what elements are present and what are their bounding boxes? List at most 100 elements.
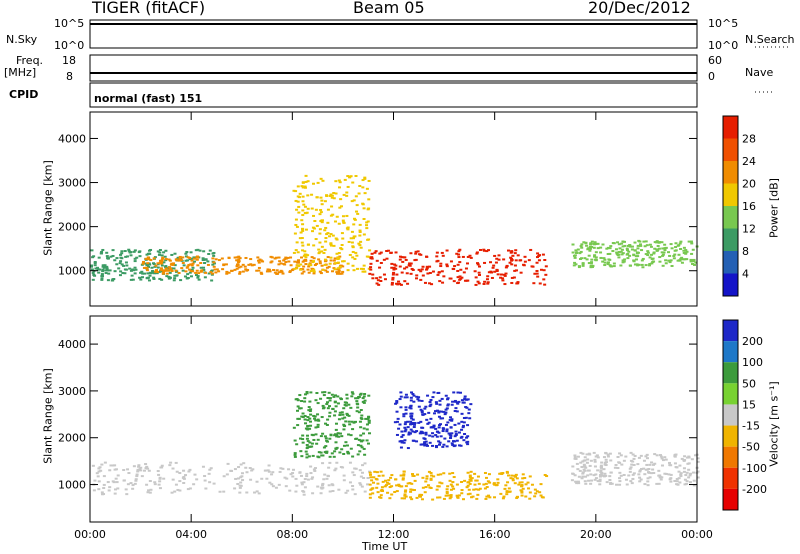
data-cell bbox=[368, 471, 372, 474]
data-cell bbox=[300, 219, 304, 222]
data-cell bbox=[604, 451, 608, 454]
data-cell bbox=[204, 271, 208, 274]
data-cell bbox=[128, 267, 132, 270]
data-cell bbox=[148, 491, 152, 494]
data-cell bbox=[336, 256, 340, 259]
data-cell bbox=[409, 399, 413, 402]
data-cell bbox=[692, 263, 696, 266]
data-cell bbox=[395, 484, 399, 487]
data-cell bbox=[184, 255, 188, 258]
data-cell bbox=[461, 424, 465, 427]
data-cell bbox=[326, 407, 330, 410]
data-cell bbox=[245, 491, 249, 494]
data-cell bbox=[438, 403, 442, 406]
data-cell bbox=[137, 465, 141, 468]
data-cell bbox=[181, 256, 185, 259]
data-cell bbox=[295, 484, 299, 487]
data-cell bbox=[175, 259, 179, 262]
data-cell bbox=[172, 279, 176, 282]
nsky-tick-bottom: 10^0 bbox=[54, 39, 85, 52]
data-cell bbox=[90, 265, 94, 268]
data-cell bbox=[306, 425, 310, 428]
data-cell bbox=[284, 485, 288, 488]
data-cell bbox=[644, 468, 648, 471]
data-cell bbox=[501, 472, 505, 475]
data-cell bbox=[299, 407, 303, 410]
data-cell bbox=[391, 278, 395, 281]
data-cell bbox=[282, 263, 286, 266]
colorbar-tick-label: 16 bbox=[742, 200, 756, 213]
data-cell bbox=[308, 400, 312, 403]
data-cell bbox=[296, 195, 300, 198]
data-cell bbox=[423, 441, 427, 444]
data-cell bbox=[397, 427, 401, 430]
data-cell bbox=[108, 469, 112, 472]
data-cell bbox=[503, 274, 507, 277]
data-cell bbox=[409, 396, 413, 399]
data-cell bbox=[302, 254, 306, 257]
data-cell bbox=[349, 434, 353, 437]
data-cell bbox=[618, 483, 622, 486]
data-cell bbox=[440, 410, 444, 413]
data-cell bbox=[148, 271, 152, 274]
data-cell bbox=[618, 247, 622, 250]
data-cell bbox=[395, 410, 399, 413]
data-cell bbox=[315, 224, 319, 227]
data-cell bbox=[377, 474, 381, 477]
data-cell bbox=[573, 256, 577, 259]
data-cell bbox=[340, 448, 344, 451]
data-cell bbox=[415, 395, 419, 398]
data-cell bbox=[351, 488, 355, 491]
data-cell bbox=[575, 251, 579, 254]
data-cell bbox=[132, 250, 136, 253]
data-cell bbox=[369, 266, 373, 269]
data-cell bbox=[106, 269, 110, 272]
data-cell bbox=[475, 252, 479, 255]
data-cell bbox=[639, 244, 643, 247]
data-cell bbox=[660, 457, 664, 460]
data-cell bbox=[93, 262, 97, 265]
data-cell bbox=[462, 421, 466, 424]
data-cell bbox=[296, 409, 300, 412]
data-cell bbox=[622, 260, 626, 263]
data-cell bbox=[476, 262, 480, 265]
data-cell bbox=[307, 409, 311, 412]
data-cell bbox=[454, 430, 458, 433]
data-cell bbox=[299, 450, 303, 453]
data-cell bbox=[329, 242, 333, 245]
data-cell bbox=[187, 263, 191, 266]
data-cell bbox=[431, 444, 435, 447]
data-cell bbox=[311, 260, 315, 263]
data-cell bbox=[99, 252, 103, 255]
data-cell bbox=[337, 488, 341, 491]
data-cell bbox=[387, 482, 391, 485]
data-cell bbox=[663, 472, 667, 475]
data-cell bbox=[405, 396, 409, 399]
data-cell bbox=[630, 482, 634, 485]
data-cell bbox=[519, 271, 523, 274]
data-cell bbox=[338, 265, 342, 268]
data-cell bbox=[194, 274, 198, 277]
data-cell bbox=[650, 461, 654, 464]
data-cell bbox=[222, 263, 226, 266]
data-cell bbox=[265, 270, 269, 273]
data-cell bbox=[683, 258, 687, 261]
data-cell bbox=[487, 473, 491, 476]
data-cell bbox=[178, 255, 182, 258]
data-cell bbox=[429, 471, 433, 474]
data-cell bbox=[576, 248, 580, 251]
data-cell bbox=[615, 483, 619, 486]
data-cell bbox=[330, 205, 334, 208]
data-cell bbox=[173, 274, 177, 277]
data-cell bbox=[249, 478, 253, 481]
data-cell bbox=[105, 265, 109, 268]
data-cell bbox=[361, 267, 365, 270]
data-cell bbox=[651, 261, 655, 264]
data-cell bbox=[426, 272, 430, 275]
data-cell bbox=[385, 257, 389, 260]
data-cell bbox=[399, 283, 403, 286]
data-cell bbox=[298, 471, 302, 474]
data-cell bbox=[589, 473, 593, 476]
data-cell bbox=[367, 419, 371, 422]
data-cell bbox=[648, 463, 652, 466]
